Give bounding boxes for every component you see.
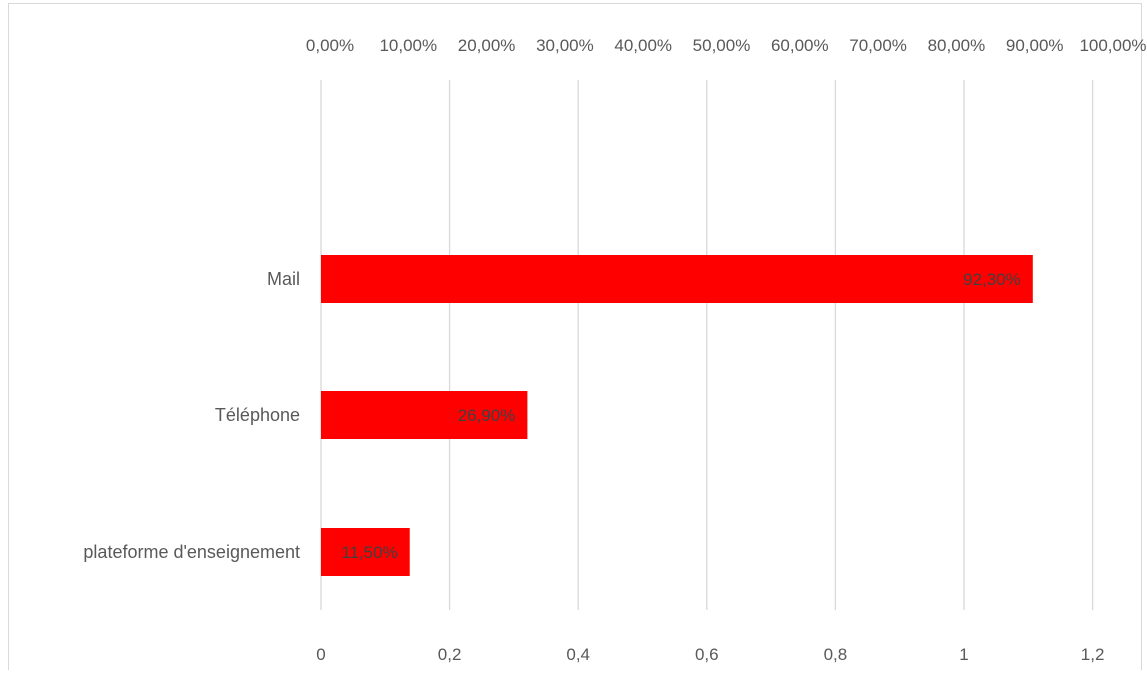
x-tick-label: 0,8 xyxy=(824,645,848,664)
x2-tick-label: 80,00% xyxy=(928,36,986,55)
x-tick-label: 0,4 xyxy=(566,645,590,664)
x2-tick-label: 40,00% xyxy=(614,36,672,55)
category-label: Mail xyxy=(267,269,300,289)
category-label: plateforme d'enseignement xyxy=(83,542,300,562)
x2-tick-label: 90,00% xyxy=(1006,36,1064,55)
x2-tick-label: 100,00% xyxy=(1079,36,1146,55)
bar[interactable] xyxy=(321,255,1033,303)
data-label: 26,90% xyxy=(458,406,516,425)
x2-tick-label: 10,00% xyxy=(379,36,437,55)
chart-frame xyxy=(8,3,1142,670)
x2-tick-label: 60,00% xyxy=(771,36,829,55)
x2-tick-label: 20,00% xyxy=(458,36,516,55)
x2-tick-label: 30,00% xyxy=(536,36,594,55)
bar[interactable] xyxy=(321,528,410,576)
x2-tick-label: 70,00% xyxy=(849,36,907,55)
x-tick-label: 0,6 xyxy=(695,645,719,664)
x-tick-label: 0,2 xyxy=(438,645,462,664)
bar[interactable] xyxy=(321,391,528,439)
data-label: 11,50% xyxy=(341,543,397,562)
x-tick-label: 1 xyxy=(959,645,968,664)
x2-tick-label: 0,00% xyxy=(306,36,354,55)
x-tick-label: 0 xyxy=(316,645,325,664)
x2-tick-label: 50,00% xyxy=(693,36,751,55)
x-tick-label: 1,2 xyxy=(1081,645,1105,664)
category-label: Téléphone xyxy=(215,405,300,425)
data-label: 92,30% xyxy=(963,270,1021,289)
